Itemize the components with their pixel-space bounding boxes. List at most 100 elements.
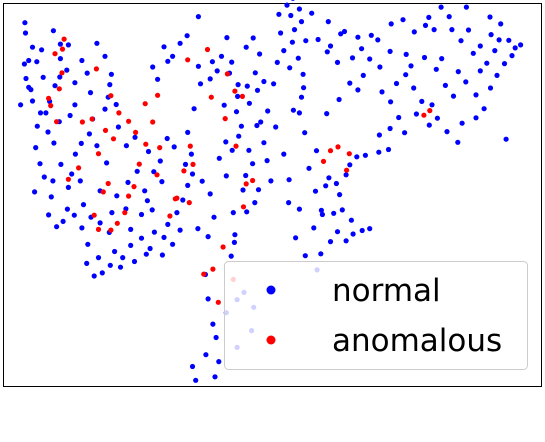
scatter-point-normal-42 <box>244 209 250 215</box>
scatter-point-normal-68 <box>99 270 105 276</box>
scatter-point-normal-200 <box>496 37 502 43</box>
scatter-point-normal-86 <box>115 124 121 130</box>
scatter-point-normal-93 <box>58 161 64 167</box>
scatter-point-normal-37 <box>246 147 252 153</box>
scatter-point-normal-33 <box>246 100 252 106</box>
scatter-point-normal-207 <box>431 27 437 33</box>
scatter-point-normal-64 <box>120 255 126 261</box>
scatter-point-normal-226 <box>265 108 271 114</box>
legend-marker-normal <box>266 285 276 295</box>
scatter-point-normal-264 <box>313 148 320 154</box>
scatter-point-anomalous-26 <box>122 210 128 216</box>
scatter-point-anomalous-56 <box>48 103 54 109</box>
scatter-point-normal-60 <box>151 229 157 235</box>
scatter-point-anomalous-16 <box>187 143 193 149</box>
scatter-point-normal-34 <box>258 119 264 125</box>
scatter-point-anomalous-28 <box>108 227 114 233</box>
scatter-point-normal-82 <box>159 179 165 185</box>
scatter-point-normal-269 <box>473 115 479 121</box>
scatter-point-normal-279 <box>191 106 197 112</box>
scatter-point-normal-184 <box>444 129 450 135</box>
scatter-point-normal-3 <box>278 30 284 36</box>
scatter-point-normal-15 <box>233 109 240 115</box>
scatter-point-normal-314 <box>34 59 40 65</box>
scatter-point-normal-108 <box>72 102 78 108</box>
scatter-point-normal-43 <box>230 210 236 216</box>
scatter-point-normal-23 <box>184 33 190 39</box>
legend-label-normal: normal <box>332 273 441 309</box>
scatter-point-normal-171 <box>376 149 382 155</box>
scatter-point-normal-159 <box>367 226 373 232</box>
scatter-point-normal-182 <box>429 102 435 108</box>
scatter-point-normal-71 <box>85 241 91 247</box>
scatter-point-normal-236 <box>367 56 373 62</box>
scatter-point-normal-247 <box>487 14 493 20</box>
scatter-point-normal-302 <box>54 224 60 230</box>
scatter-point-normal-59 <box>161 234 167 240</box>
scatter-point-normal-146 <box>286 177 292 183</box>
scatter-point-normal-315 <box>39 47 45 53</box>
scatter-point-normal-31 <box>261 78 267 85</box>
scatter-point-normal-51 <box>199 178 205 184</box>
scatter-point-normal-192 <box>481 106 487 112</box>
scatter-point-normal-142 <box>255 187 262 193</box>
plot-frame <box>3 3 542 387</box>
scatter-point-normal-196 <box>509 53 515 59</box>
scatter-point-normal-54 <box>185 182 191 188</box>
scatter-point-normal-95 <box>45 129 51 135</box>
scatter-point-normal-65 <box>117 264 124 270</box>
scatter-point-normal-9 <box>300 71 306 77</box>
scatter-point-normal-197 <box>512 45 518 51</box>
scatter-point-normal-181 <box>419 98 425 104</box>
scatter-point-normal-156 <box>343 238 349 244</box>
scatter-point-normal-180 <box>411 85 417 91</box>
scatter-point-anomalous-17 <box>190 161 196 167</box>
scatter-point-normal-38 <box>250 161 256 167</box>
scatter-point-normal-118 <box>23 75 29 82</box>
scatter-point-normal-85 <box>123 143 129 149</box>
scatter-point-normal-242 <box>439 56 445 62</box>
scatter-point-anomalous-9 <box>240 204 247 210</box>
scatter-point-normal-98 <box>52 83 58 89</box>
scatter-point-normal-312 <box>72 80 78 86</box>
scatter-point-normal-80 <box>142 188 148 194</box>
scatter-point-normal-32 <box>254 87 261 93</box>
scatter-point-normal-147 <box>286 200 292 206</box>
scatter-point-normal-89 <box>86 131 92 137</box>
scatter-point-normal-47 <box>205 234 211 240</box>
scatter-point-normal-219 <box>325 19 331 25</box>
scatter-point-normal-233 <box>347 80 353 86</box>
scatter-point-normal-151 <box>302 253 308 259</box>
scatter-point-normal-116 <box>29 98 36 104</box>
scatter-point-normal-252 <box>387 48 393 55</box>
scatter-point-normal-66 <box>107 262 113 268</box>
scatter-point-normal-318 <box>18 102 24 108</box>
scatter-point-normal-17 <box>229 147 235 153</box>
scatter-point-anomalous-55 <box>172 196 178 202</box>
scatter-point-normal-212 <box>368 32 374 38</box>
scatter-point-normal-165 <box>323 183 329 189</box>
scatter-point-normal-123 <box>50 28 57 34</box>
scatter-point-anomalous-23 <box>136 161 142 167</box>
scatter-point-normal-72 <box>79 225 85 231</box>
scatter-point-normal-213 <box>359 46 365 52</box>
scatter-point-normal-76 <box>109 210 115 216</box>
scatter-point-anomalous-7 <box>233 143 239 149</box>
scatter-point-normal-249 <box>463 4 469 10</box>
scatter-point-normal-169 <box>354 154 360 160</box>
scatter-point-normal-296 <box>97 220 103 226</box>
scatter-point-anomalous-5 <box>222 116 228 122</box>
scatter-point-normal-193 <box>487 85 494 91</box>
scatter-point-normal-49 <box>211 214 217 220</box>
scatter-point-normal-135 <box>203 352 209 358</box>
scatter-point-anomalous-11 <box>220 244 226 250</box>
scatter-point-normal-149 <box>311 225 317 231</box>
scatter-point-normal-144 <box>273 124 279 130</box>
scatter-point-anomalous-35 <box>89 116 95 122</box>
scatter-point-normal-45 <box>231 239 237 245</box>
scatter-point-normal-27 <box>150 64 156 70</box>
scatter-point-normal-248 <box>446 14 452 20</box>
scatter-point-anomalous-34 <box>102 127 109 133</box>
scatter-point-anomalous-4 <box>208 94 214 100</box>
scatter-point-normal-1 <box>291 27 298 33</box>
